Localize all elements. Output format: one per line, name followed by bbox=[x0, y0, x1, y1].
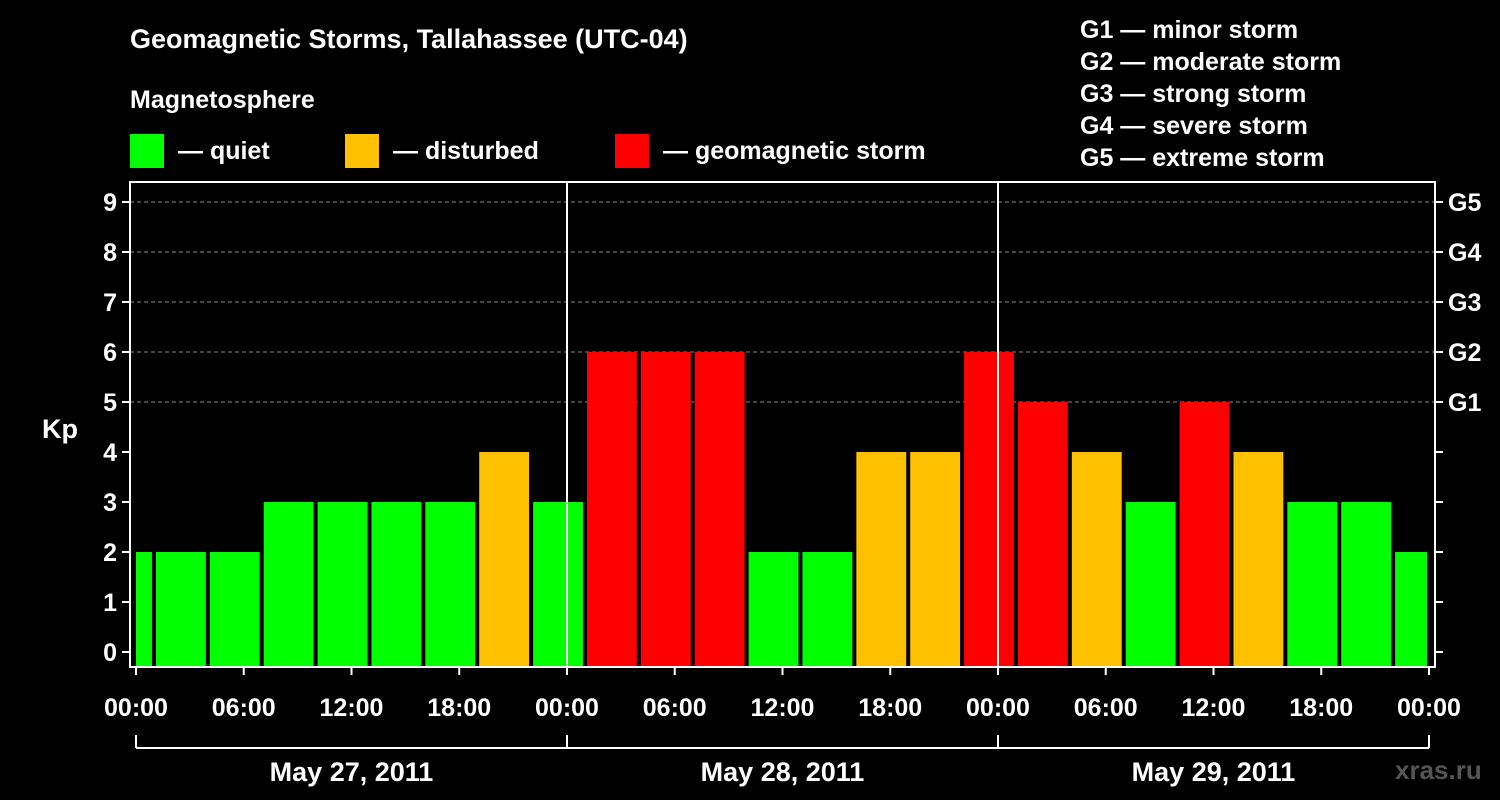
x-tick-label-0: 00:00 bbox=[104, 694, 168, 722]
bar-15 bbox=[910, 452, 961, 667]
bar-20 bbox=[1179, 402, 1230, 667]
y-tick-label-5: 5 bbox=[103, 389, 117, 417]
bar-12 bbox=[748, 552, 799, 667]
y-tick-label-3: 3 bbox=[103, 489, 117, 517]
bar-8 bbox=[533, 502, 583, 667]
bar-7 bbox=[479, 452, 530, 667]
x-tick-label-4: 00:00 bbox=[535, 694, 599, 722]
day-label-1: May 28, 2011 bbox=[701, 757, 865, 787]
x-tick-label-5: 06:00 bbox=[643, 694, 707, 722]
bar-1 bbox=[155, 552, 206, 667]
legend-disturbed: — disturbed bbox=[345, 134, 539, 168]
y-axis-label: Kp bbox=[42, 414, 78, 444]
bar-24 bbox=[1395, 552, 1427, 667]
bar-16 bbox=[964, 352, 1014, 667]
bar-10 bbox=[640, 352, 691, 667]
right-tick-label-g4: G4 bbox=[1448, 239, 1481, 267]
quiet-swatch bbox=[130, 134, 164, 168]
x-tick-label-11: 18:00 bbox=[1289, 694, 1353, 722]
bar-18 bbox=[1071, 452, 1122, 667]
bar-19 bbox=[1125, 502, 1176, 667]
legend-quiet: — quiet bbox=[130, 134, 270, 168]
x-tick-label-1: 06:00 bbox=[212, 694, 276, 722]
right-tick-label-g5: G5 bbox=[1448, 189, 1481, 217]
y-tick-label-4: 4 bbox=[103, 439, 117, 467]
x-tick-label-6: 12:00 bbox=[751, 694, 815, 722]
x-tick-label-2: 12:00 bbox=[320, 694, 384, 722]
bar-0 bbox=[136, 552, 152, 667]
legend-quiet-label: — quiet bbox=[178, 136, 270, 165]
bar-4 bbox=[317, 502, 368, 667]
y-tick-label-2: 2 bbox=[103, 539, 117, 567]
bar-9 bbox=[586, 352, 637, 667]
x-tick-label-3: 18:00 bbox=[427, 694, 491, 722]
bar-22 bbox=[1287, 502, 1338, 667]
x-tick-label-12: 00:00 bbox=[1397, 694, 1461, 722]
bar-23 bbox=[1341, 502, 1392, 667]
legend-storm: — geomagnetic storm bbox=[615, 134, 926, 168]
right-tick-label-g3: G3 bbox=[1448, 289, 1481, 317]
bar-21 bbox=[1233, 452, 1284, 667]
disturbed-swatch bbox=[345, 134, 379, 168]
y-tick-label-1: 1 bbox=[103, 589, 117, 617]
x-tick-label-8: 00:00 bbox=[966, 694, 1030, 722]
x-tick-label-10: 12:00 bbox=[1182, 694, 1246, 722]
storm-scale-g4: G4 — severe storm bbox=[1080, 112, 1308, 140]
bar-17 bbox=[1017, 402, 1068, 667]
storm-scale-g5: G5 — extreme storm bbox=[1080, 144, 1325, 172]
bar-11 bbox=[694, 352, 745, 667]
y-tick-label-8: 8 bbox=[103, 239, 117, 267]
x-tick-label-7: 18:00 bbox=[858, 694, 922, 722]
bar-2 bbox=[209, 552, 260, 667]
storm-scale-g2: G2 — moderate storm bbox=[1080, 48, 1342, 76]
bar-3 bbox=[263, 502, 314, 667]
watermark: xras.ru bbox=[1395, 755, 1482, 785]
bar-14 bbox=[856, 452, 907, 667]
bar-5 bbox=[371, 502, 422, 667]
day-label-2: May 29, 2011 bbox=[1132, 757, 1296, 787]
storm-scale-legend: G1 — minor storm G2 — moderate storm G3 … bbox=[1080, 14, 1341, 174]
y-tick-label-9: 9 bbox=[103, 189, 117, 217]
legend-storm-label: — geomagnetic storm bbox=[663, 136, 926, 165]
y-tick-label-7: 7 bbox=[103, 289, 117, 317]
day-label-0: May 27, 2011 bbox=[270, 757, 434, 787]
y-tick-label-6: 6 bbox=[103, 339, 117, 367]
storm-swatch bbox=[615, 134, 649, 168]
y-tick-label-0: 0 bbox=[103, 639, 117, 667]
storm-scale-g3: G3 — strong storm bbox=[1080, 80, 1307, 108]
right-tick-label-g1: G1 bbox=[1448, 389, 1481, 417]
bar-6 bbox=[425, 502, 476, 667]
legend-disturbed-label: — disturbed bbox=[393, 136, 539, 165]
x-tick-label-9: 06:00 bbox=[1074, 694, 1138, 722]
bar-13 bbox=[802, 552, 853, 667]
storm-scale-g1: G1 — minor storm bbox=[1080, 16, 1299, 44]
magnetosphere-heading: Magnetosphere bbox=[130, 86, 315, 114]
right-tick-label-g2: G2 bbox=[1448, 339, 1481, 367]
chart-title: Geomagnetic Storms, Tallahassee (UTC-04) bbox=[130, 24, 688, 54]
